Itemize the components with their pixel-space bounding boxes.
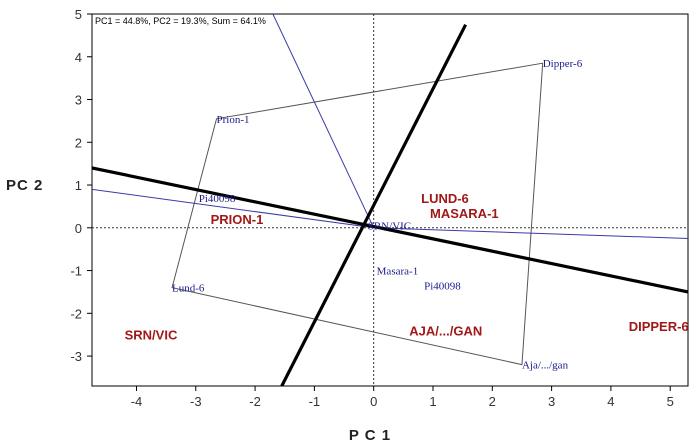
x-tick-label: 4 xyxy=(607,394,614,409)
ray-line xyxy=(92,188,374,229)
x-tick-label: 2 xyxy=(489,394,496,409)
x-tick-label: -2 xyxy=(249,394,261,409)
y-axis-title: PC 2 xyxy=(6,177,43,194)
y-tick-label: 2 xyxy=(75,135,82,150)
y-tick-label: 0 xyxy=(75,221,82,236)
plot-subtitle: PC1 = 44.8%, PC2 = 19.3%, Sum = 64.1% xyxy=(95,16,266,26)
x-axis-title: P C 1 xyxy=(349,427,391,442)
x-tick-label: -4 xyxy=(131,394,143,409)
genotype-label: SRN/VIC xyxy=(368,221,411,233)
ray-line xyxy=(373,227,689,239)
genotype-label: Masara-1 xyxy=(377,266,419,278)
environment-label: MASARA-1 xyxy=(430,206,499,221)
sector-line xyxy=(92,166,689,294)
y-tick-label: -1 xyxy=(70,264,82,279)
x-tick-label: 5 xyxy=(667,394,674,409)
y-tick-label: 5 xyxy=(75,7,82,22)
environment-label: AJA/.../GAN xyxy=(409,323,482,338)
genotype-label: Pi40098 xyxy=(199,193,236,205)
x-tick-label: -3 xyxy=(190,394,202,409)
ray-line xyxy=(272,14,375,229)
x-tick-label: 0 xyxy=(370,394,377,409)
genotype-label: Dipper-6 xyxy=(543,58,583,70)
sector-line xyxy=(280,23,468,386)
y-tick-label: 3 xyxy=(75,93,82,108)
environment-label: LUND-6 xyxy=(421,191,469,206)
genotype-label: Prion-1 xyxy=(217,114,250,126)
y-tick-label: -3 xyxy=(70,349,82,364)
convex-hull-polygon xyxy=(171,62,544,366)
x-tick-label: 3 xyxy=(548,394,555,409)
environment-label: DIPPER-6 xyxy=(629,319,689,334)
y-tick-label: 4 xyxy=(75,50,82,65)
x-tick-label: 1 xyxy=(429,394,436,409)
environment-label: PRION-1 xyxy=(211,212,264,227)
environment-label: SRN/VIC xyxy=(125,328,178,343)
genotype-label: Lund-6 xyxy=(172,283,205,295)
y-tick-label: -2 xyxy=(70,306,82,321)
genotype-label: Aja/.../gan xyxy=(522,360,569,372)
plot-area xyxy=(91,13,689,387)
y-tick-label: 1 xyxy=(75,178,82,193)
genotype-label: Pi40098 xyxy=(424,281,461,293)
x-tick-label: -1 xyxy=(309,394,321,409)
